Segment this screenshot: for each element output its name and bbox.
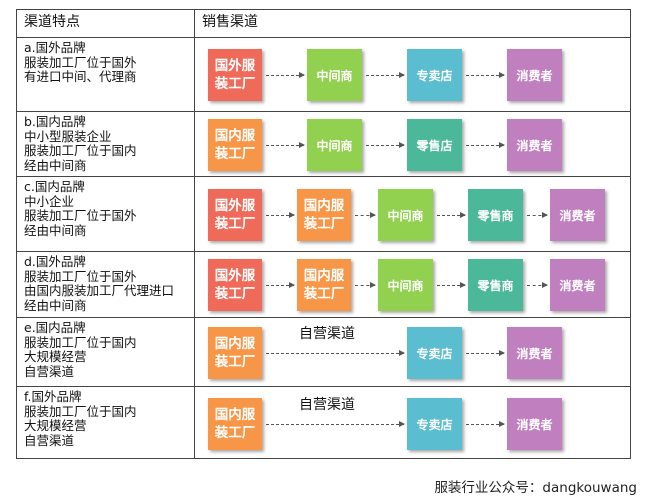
description-line: 经由中间商	[24, 297, 87, 313]
consumer-box: 消费者	[507, 398, 562, 450]
flow-arrow	[266, 421, 405, 427]
description-line: e.国内品牌	[24, 320, 86, 335]
flow-arrow	[466, 72, 505, 78]
flow-arrow	[266, 142, 305, 148]
domestic-factory-box: 国内服装工厂	[297, 189, 351, 241]
footer-credit: 服装行业公众号：dangkouwang	[434, 480, 637, 496]
description-line: 自营渠道	[24, 363, 75, 379]
flow-arrow	[355, 282, 376, 288]
column-divider	[194, 10, 195, 458]
specialty-store-box: 专卖店	[407, 49, 462, 101]
domestic-factory-box: 国内服装工厂	[208, 119, 262, 171]
domestic-factory-box: 国内服装工厂	[297, 259, 351, 311]
row-divider	[17, 386, 630, 387]
flow-arrow	[266, 282, 295, 288]
description-line: b.国内品牌	[24, 114, 86, 129]
flow-arrow	[527, 212, 548, 218]
specialty-store-box: 专卖店	[407, 398, 462, 450]
header-channel-features: 渠道特点	[24, 14, 80, 30]
domestic-factory-box: 国内服装工厂	[208, 327, 262, 379]
middleman-box: 中间商	[378, 259, 433, 311]
description-line: a.国外品牌	[24, 40, 86, 55]
row-divider	[17, 251, 630, 252]
flow-arrow	[366, 142, 405, 148]
foreign-factory-box: 国外服装工厂	[208, 259, 262, 311]
middleman-box: 中间商	[307, 49, 362, 101]
foreign-factory-box: 国外服装工厂	[208, 49, 262, 101]
specialty-store-box: 专卖店	[407, 327, 462, 379]
retailer-box: 零售商	[468, 189, 523, 241]
description-line: c.国内品牌	[24, 179, 85, 194]
channel-table: 渠道特点 销售渠道 a.国外品牌 服装加工厂位于国外 有进口中间、代理商 国外服装工厂…	[16, 9, 631, 459]
middleman-box: 中间商	[378, 189, 433, 241]
foreign-factory-box: 国外服装工厂	[208, 189, 262, 241]
flow-arrow	[527, 282, 548, 288]
description-line: 由国内服装加工厂代理进口	[24, 283, 175, 298]
row-divider	[17, 317, 630, 318]
flow-arrow	[466, 142, 505, 148]
description-line: 自营渠道	[24, 432, 75, 448]
description-line: 中小企业	[24, 193, 75, 209]
description-line: 服装加工厂位于国外	[24, 208, 137, 223]
flow-arrow	[355, 212, 376, 218]
consumer-box: 消费者	[507, 327, 562, 379]
row-divider	[17, 176, 630, 177]
consumer-box: 消费者	[550, 189, 605, 241]
header-sales-channels: 销售渠道	[202, 14, 258, 30]
description-line: 经由中间商	[24, 222, 87, 238]
flow-arrow	[266, 72, 305, 78]
consumer-box: 消费者	[507, 119, 562, 171]
description-line: 有进口中间、代理商	[24, 69, 137, 84]
channel-description: f.国外品牌 服装加工厂位于国内 大规模经营 自营渠道	[24, 389, 137, 448]
consumer-box: 消费者	[507, 49, 562, 101]
description-line: d.国外品牌	[24, 254, 86, 269]
description-line: 经由中间商	[24, 157, 87, 173]
flow-arrow	[437, 282, 466, 288]
flow-arrow	[437, 212, 466, 218]
channel-description: a.国外品牌 服装加工厂位于国外 有进口中间、代理商	[24, 40, 137, 85]
description-line: 服装加工厂位于国外	[24, 54, 137, 70]
channel-description: c.国内品牌 中小企业 服装加工厂位于国外 经由中间商	[24, 179, 137, 238]
middleman-box: 中间商	[307, 119, 362, 171]
row-divider	[17, 37, 630, 38]
channel-description: b.国内品牌 中小型服装企业 服装加工厂位于国内 经由中间商	[24, 114, 137, 173]
description-line: 服装加工厂位于国内	[24, 403, 137, 419]
description-line: 服装加工厂位于国内	[24, 334, 137, 350]
description-line: 大规模经营	[24, 418, 87, 433]
flow-arrow	[466, 350, 505, 356]
self-operated-channel-label: 自营渠道	[299, 397, 355, 413]
description-line: f.国外品牌	[24, 389, 82, 404]
description-line: 中小型服装企业	[24, 128, 112, 144]
description-line: 服装加工厂位于国外	[24, 268, 137, 284]
channel-description: e.国内品牌 服装加工厂位于国内 大规模经营 自营渠道	[24, 320, 137, 379]
flow-arrow	[266, 350, 405, 356]
flow-arrow	[466, 421, 505, 427]
retailer-box: 零售商	[468, 259, 523, 311]
self-operated-channel-label: 自营渠道	[299, 326, 355, 342]
domestic-factory-box: 国内服装工厂	[208, 398, 262, 450]
flow-arrow	[366, 72, 405, 78]
channel-description: d.国外品牌 服装加工厂位于国外 由国内服装加工厂代理进口 经由中间商	[24, 254, 175, 313]
row-divider	[17, 111, 630, 112]
description-line: 大规模经营	[24, 349, 87, 364]
retailer-box: 零售店	[407, 119, 462, 171]
flow-arrow	[266, 212, 295, 218]
consumer-box: 消费者	[550, 259, 605, 311]
description-line: 服装加工厂位于国内	[24, 143, 137, 158]
